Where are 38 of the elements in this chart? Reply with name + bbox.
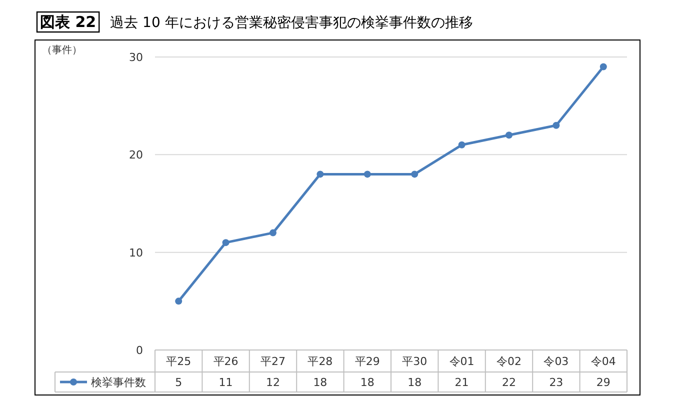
chart-subtitle: 過去 10 年における営業秘密侵害事犯の検挙事件数の推移	[110, 15, 473, 31]
point	[600, 63, 607, 70]
x-tick-label: 令04	[590, 355, 616, 368]
x-tick-label: 平27	[260, 355, 286, 368]
y-tick-label: 0	[136, 344, 143, 357]
data-label: 11	[218, 376, 233, 389]
data-label: 18	[408, 376, 422, 389]
point	[270, 229, 276, 236]
data-label: 12	[266, 376, 280, 389]
data-label: 21	[454, 376, 469, 389]
point	[411, 170, 418, 178]
data-label: 18	[360, 376, 374, 389]
x-tick-label: 平29	[354, 355, 380, 368]
point	[364, 170, 371, 178]
x-tick-label: 平26	[213, 355, 238, 368]
data-label: 18	[313, 376, 328, 389]
data-label: 23	[549, 376, 564, 389]
data-label: 22	[502, 376, 516, 389]
x-tick-label: 令03	[544, 355, 569, 368]
x-tick-label: 令01	[449, 355, 474, 368]
chart-title: 図表 22	[40, 13, 96, 31]
y-tick-label: 30	[129, 51, 143, 64]
x-tick-label: 平25	[166, 355, 192, 368]
y-tick-label: 20	[129, 148, 143, 162]
y-axis-title: （事件）	[42, 44, 82, 56]
point	[506, 132, 512, 139]
legend-label: 検挙事件数	[91, 376, 146, 389]
x-tick-label: 平30	[402, 355, 428, 368]
data-label: 5	[175, 376, 182, 389]
data-label: 29	[596, 376, 610, 389]
x-tick-label: 令02	[496, 355, 522, 368]
point	[222, 239, 230, 246]
x-tick-label: 平28	[308, 355, 333, 368]
point	[175, 298, 182, 305]
point	[552, 122, 560, 129]
point	[316, 170, 324, 178]
point	[458, 141, 466, 148]
y-tick-label: 10	[129, 246, 143, 260]
